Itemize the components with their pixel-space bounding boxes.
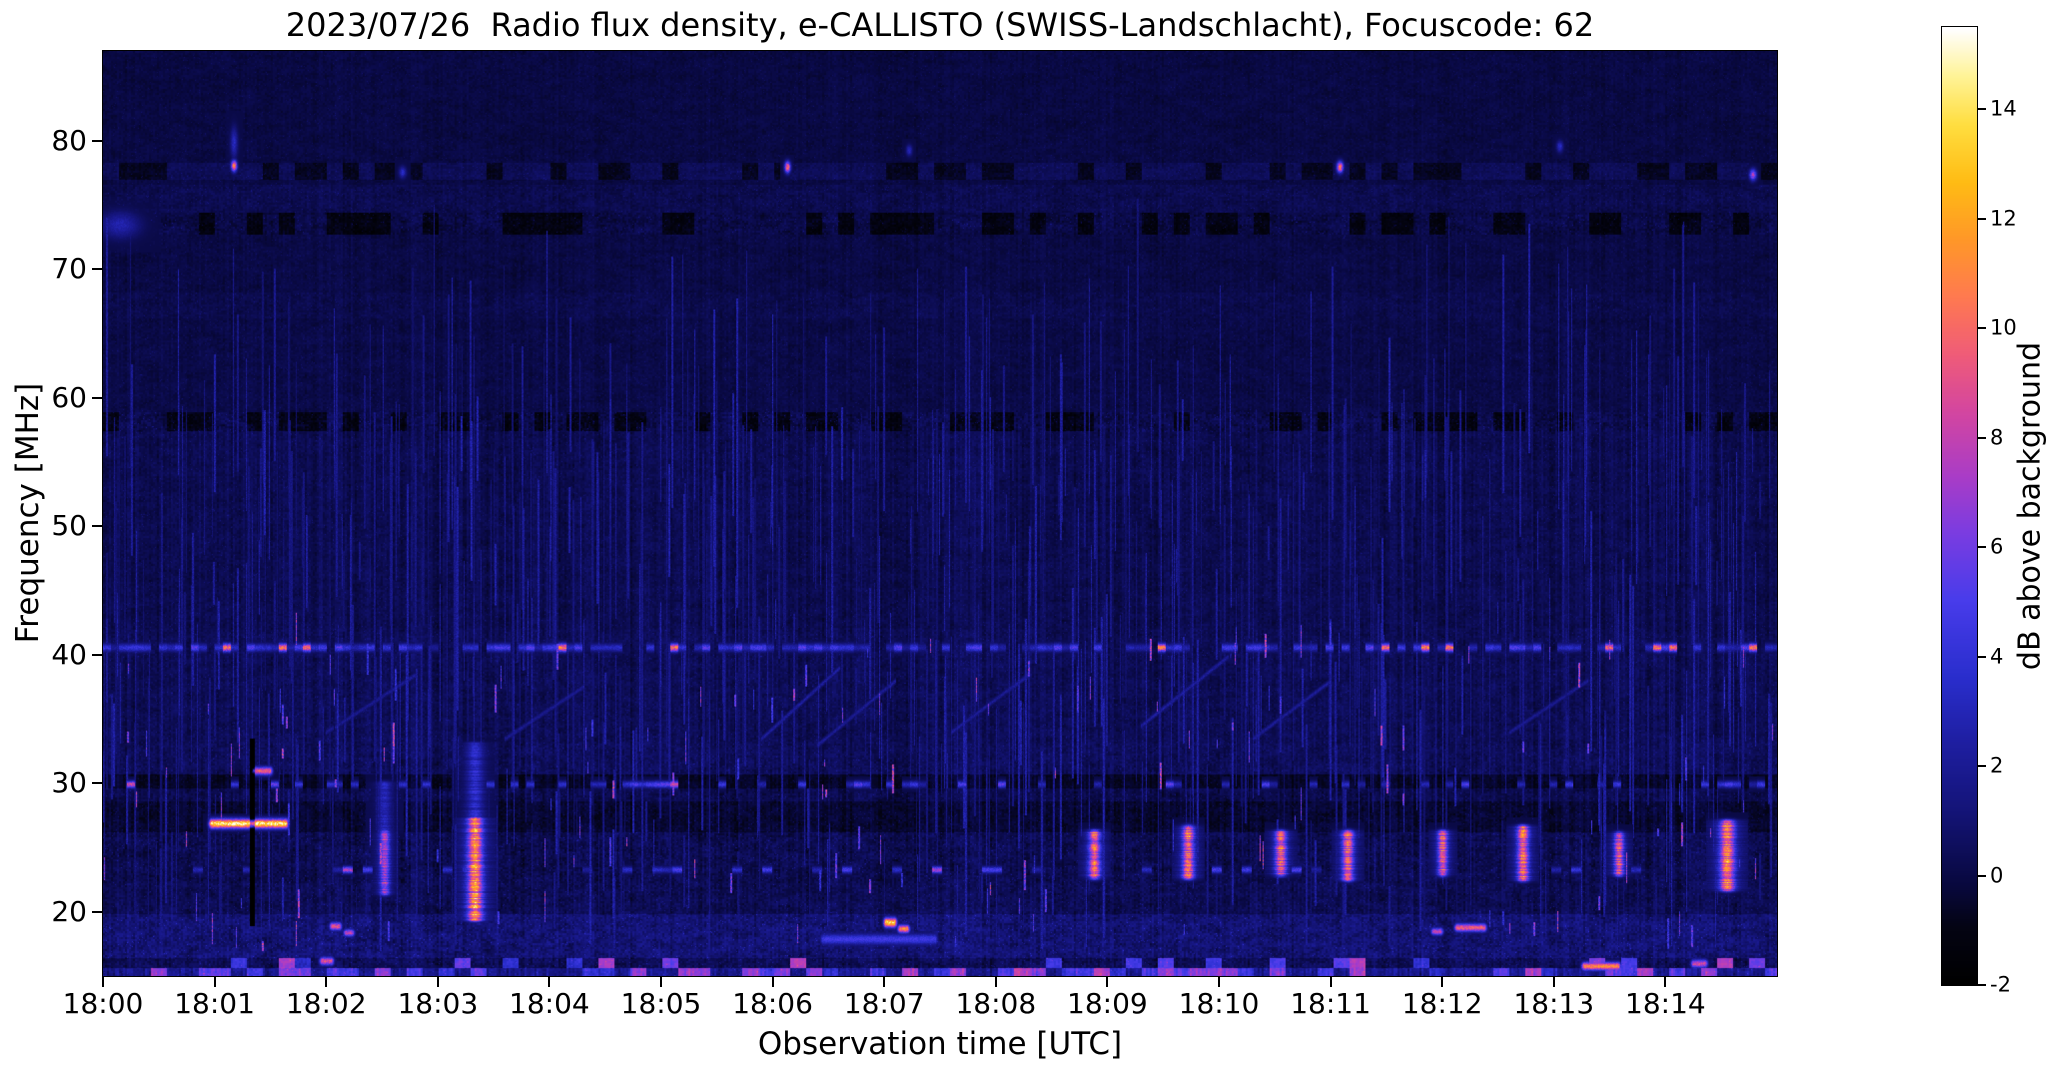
x-tick-mark	[548, 976, 551, 987]
chart-title: 2023/07/26 Radio flux density, e-CALLIST…	[285, 6, 1595, 44]
colorbar: -2 0 2 4 6 8 10 12 14	[1941, 26, 2017, 995]
x-tick-label: 18:03	[397, 987, 479, 1020]
x-tick-mark	[1217, 976, 1220, 987]
x-tick-mark	[1664, 976, 1667, 987]
y-tick-mark	[92, 396, 103, 399]
y-tick-label: 70	[51, 252, 87, 286]
colorbar-tick-label: 8	[1990, 425, 2004, 450]
colorbar-tick-label: 12	[1990, 206, 2017, 231]
x-tick-label: 18:13	[1513, 987, 1595, 1020]
colorbar-tick-label: 6	[1990, 534, 2004, 559]
x-tick-mark	[659, 976, 662, 987]
colorbar-tick-mark	[1977, 655, 1986, 658]
x-tick-mark	[883, 976, 886, 987]
colorbar-tick-mark	[1977, 765, 1986, 768]
x-tick-label: 18:06	[732, 987, 813, 1020]
spectrogram-canvas	[103, 51, 1777, 976]
x-tick-mark	[1106, 976, 1109, 987]
colorbar-tick-label: 10	[1990, 315, 2017, 340]
y-tick-mark	[92, 268, 103, 271]
x-tick-label: 18:08	[955, 987, 1037, 1020]
y-tick-label: 50	[51, 509, 87, 543]
colorbar-tick-label: 4	[1990, 644, 2004, 669]
y-tick-mark	[92, 525, 103, 528]
colorbar-tick-mark	[1977, 436, 1986, 439]
x-tick-mark	[994, 976, 997, 987]
x-tick-mark	[436, 976, 439, 987]
y-tick-mark	[92, 139, 103, 142]
x-tick-label: 18:00	[62, 987, 144, 1020]
colorbar-tick-mark	[1977, 217, 1986, 220]
colorbar-tick-mark	[1977, 108, 1986, 111]
colorbar-tick-label: 2	[1990, 753, 2004, 778]
colorbar-tick-mark	[1977, 984, 1986, 986]
x-tick-label: 18:02	[285, 987, 367, 1020]
y-tick-mark	[92, 910, 103, 913]
x-tick-mark	[325, 976, 328, 987]
y-axis-label: Frequency [MHz]	[10, 382, 46, 644]
x-tick-label: 18:04	[509, 987, 590, 1020]
colorbar-tick-mark	[1977, 546, 1986, 549]
colorbar-label: dB above background	[2012, 341, 2047, 671]
x-tick-mark	[213, 976, 216, 987]
colorbar-gradient-canvas	[1942, 27, 1977, 985]
x-tick-mark	[771, 976, 774, 987]
colorbar-tick-label: 14	[1990, 96, 2017, 121]
x-tick-mark	[102, 976, 104, 987]
colorbar-tick-mark	[1977, 327, 1986, 330]
x-tick-label: 18:14	[1625, 987, 1706, 1020]
x-tick-mark	[1552, 976, 1555, 987]
x-tick-label: 18:01	[174, 987, 255, 1020]
plot-area: 20 30 40 50 60 70 80 18:00 18:01 18:02 18:03 18:04 1…	[51, 50, 1778, 1018]
x-tick-label: 18:07	[843, 987, 925, 1020]
x-tick-label: 18:05	[620, 987, 702, 1020]
x-axis-label: Observation time [UTC]	[757, 1026, 1123, 1062]
x-tick-mark	[1329, 976, 1332, 987]
y-tick-label: 60	[51, 380, 87, 414]
y-tick-mark	[92, 653, 103, 656]
colorbar-tick-mark	[1977, 874, 1986, 877]
colorbar-tick-label: 0	[1990, 863, 2004, 887]
y-tick-label: 30	[51, 766, 87, 800]
y-tick-label: 40	[51, 637, 87, 671]
x-tick-label: 18:11	[1290, 987, 1371, 1020]
colorbar-tick-label: -2	[1990, 972, 2011, 997]
y-tick-label: 20	[51, 894, 87, 928]
y-tick-mark	[92, 782, 103, 785]
y-tick-label: 80	[51, 123, 87, 157]
x-tick-mark	[1441, 976, 1444, 987]
x-tick-label: 18:10	[1178, 987, 1260, 1020]
x-tick-label: 18:12	[1401, 987, 1483, 1020]
x-tick-label: 18:09	[1067, 987, 1148, 1020]
